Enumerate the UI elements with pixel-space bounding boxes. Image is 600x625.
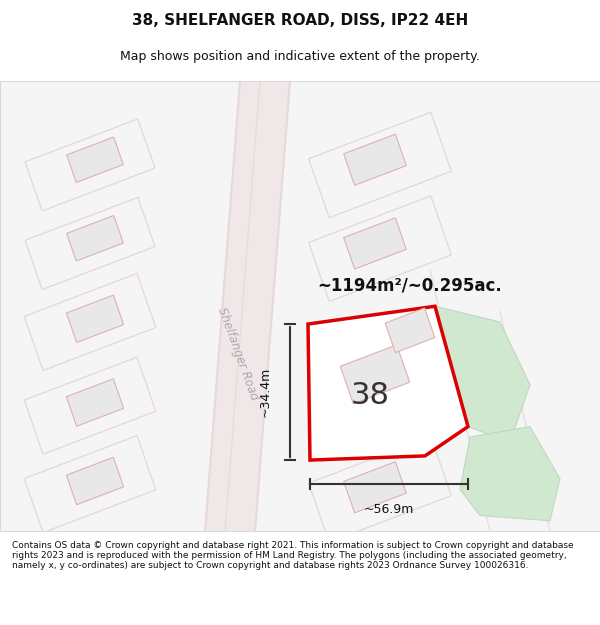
Text: ~56.9m: ~56.9m: [364, 503, 414, 516]
Polygon shape: [344, 134, 406, 186]
Polygon shape: [435, 306, 530, 442]
Polygon shape: [67, 216, 123, 261]
Polygon shape: [340, 345, 410, 404]
Text: 38: 38: [350, 381, 389, 410]
Polygon shape: [205, 81, 290, 531]
Text: Contains OS data © Crown copyright and database right 2021. This information is : Contains OS data © Crown copyright and d…: [12, 541, 574, 571]
Polygon shape: [67, 137, 123, 182]
Polygon shape: [344, 218, 406, 269]
Polygon shape: [385, 308, 435, 352]
Text: ~1194m²/~0.295ac.: ~1194m²/~0.295ac.: [317, 276, 502, 294]
Polygon shape: [67, 458, 124, 505]
Text: Shelfanger Road: Shelfanger Road: [215, 305, 261, 401]
Polygon shape: [344, 368, 406, 419]
Text: ~34.4m: ~34.4m: [259, 367, 272, 418]
Polygon shape: [460, 427, 560, 521]
Polygon shape: [308, 306, 468, 460]
Text: 38, SHELFANGER ROAD, DISS, IP22 4EH: 38, SHELFANGER ROAD, DISS, IP22 4EH: [132, 12, 468, 28]
Polygon shape: [67, 379, 124, 426]
Polygon shape: [344, 462, 406, 513]
Text: Map shows position and indicative extent of the property.: Map shows position and indicative extent…: [120, 51, 480, 63]
Polygon shape: [67, 295, 124, 343]
